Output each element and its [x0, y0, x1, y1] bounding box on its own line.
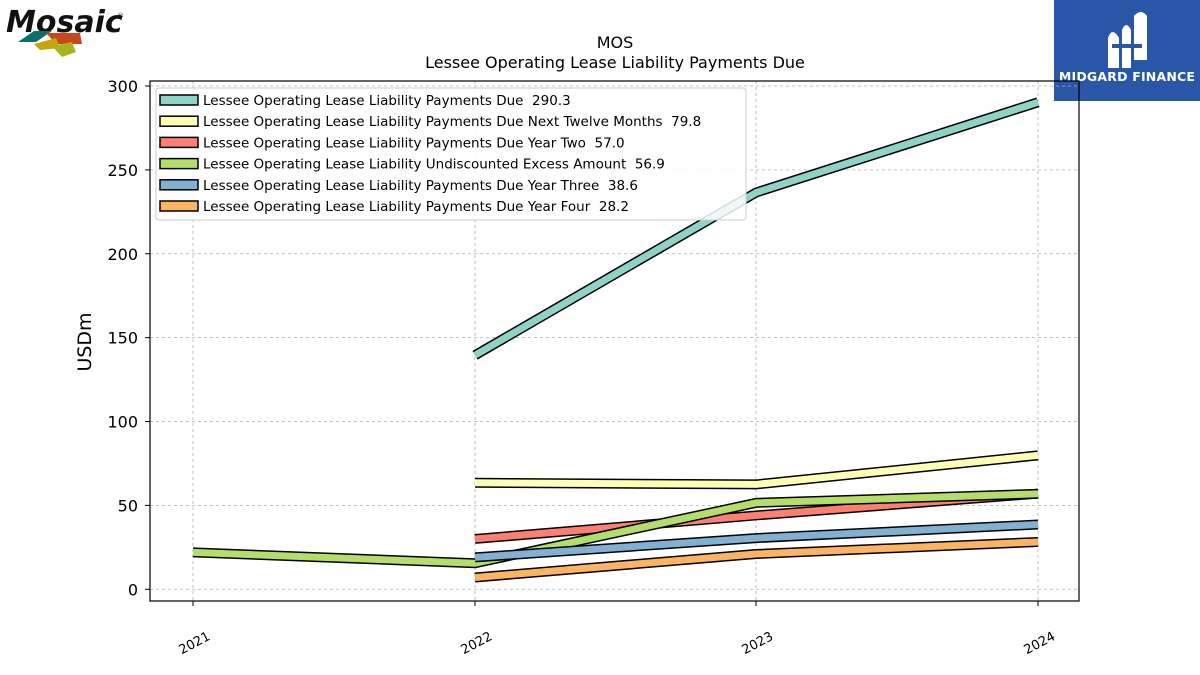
series-line-1 [472, 97, 1040, 360]
y-tick-label: 250 [107, 161, 138, 180]
legend-series-name: Lessee Operating Lease Liability Payment… [203, 199, 591, 215]
legend-series-name: Lessee Operating Lease Liability Payment… [203, 93, 523, 109]
legend-label: Lessee Operating Lease Liability Payment… [203, 199, 629, 215]
y-tick-label: 50 [118, 496, 138, 515]
legend-swatch [159, 179, 199, 191]
legend-series-name: Lessee Operating Lease Liability Undisco… [203, 157, 626, 173]
series-lines [192, 97, 1040, 583]
legend-label: Lessee Operating Lease Liability Undisco… [203, 157, 665, 173]
series-stroke [473, 98, 1040, 359]
chart-subtitle: Lessee Operating Lease Liability Payment… [425, 53, 805, 72]
series-line-6 [474, 536, 1039, 583]
legend-series-name: Lessee Operating Lease Liability Payment… [203, 135, 586, 151]
y-tick-label: 200 [107, 245, 138, 264]
legend-label: Lessee Operating Lease Liability Payment… [203, 93, 571, 109]
x-tick-label: 2023 [740, 629, 776, 658]
brand-mark-icon [1108, 12, 1147, 68]
legend-label: Lessee Operating Lease Liability Payment… [203, 178, 638, 194]
legend-swatch [159, 157, 199, 170]
y-tick-label: 150 [107, 329, 138, 348]
legend: Lessee Operating Lease Liability Payment… [155, 87, 747, 221]
legend-series-name: Lessee Operating Lease Liability Payment… [203, 114, 663, 130]
y-axis-label: USDm [74, 312, 96, 371]
series-line-4 [192, 488, 1039, 569]
series-stroke [192, 490, 1039, 567]
y-tick-label: 0 [128, 580, 138, 599]
legend-swatch [159, 94, 199, 106]
legend-series-name: Lessee Operating Lease Liability Payment… [203, 178, 599, 194]
legend-swatch [159, 200, 199, 212]
logo-tile-teal [18, 31, 52, 42]
legend-series-value: 79.8 [663, 114, 702, 130]
x-tick-label: 2021 [177, 629, 213, 658]
chart-title: MOS [597, 33, 634, 52]
series-stroke [474, 521, 1039, 561]
series-line-2 [474, 450, 1039, 490]
legend-box [155, 87, 747, 221]
legend-series-value: 38.6 [599, 178, 638, 194]
series-line-5 [474, 519, 1039, 563]
company-logo: Mosaic ® [6, 5, 124, 57]
brand-name: MIDGARD FINANCE [1059, 69, 1195, 84]
x-tick-label: 2024 [1022, 629, 1058, 658]
company-logo-mark: ® [117, 12, 124, 20]
legend-swatch [159, 115, 199, 127]
brand-logo: MIDGARD FINANCE [1054, 0, 1200, 101]
legend-series-value: 56.9 [626, 157, 665, 173]
logo-tile-green [52, 42, 76, 57]
legend-swatch [159, 136, 199, 149]
legend-series-value: 290.3 [523, 93, 570, 109]
series-stroke [474, 538, 1039, 582]
y-tick-label: 300 [107, 77, 138, 96]
series-stroke [474, 451, 1039, 488]
legend-series-value: 57.0 [586, 135, 625, 151]
x-tick-label: 2022 [459, 629, 495, 658]
legend-label: Lessee Operating Lease Liability Payment… [203, 114, 701, 130]
plot-frame [149, 80, 1080, 602]
y-tick-label: 100 [107, 413, 138, 432]
legend-series-value: 28.2 [590, 199, 629, 215]
legend-label: Lessee Operating Lease Liability Payment… [203, 135, 625, 151]
